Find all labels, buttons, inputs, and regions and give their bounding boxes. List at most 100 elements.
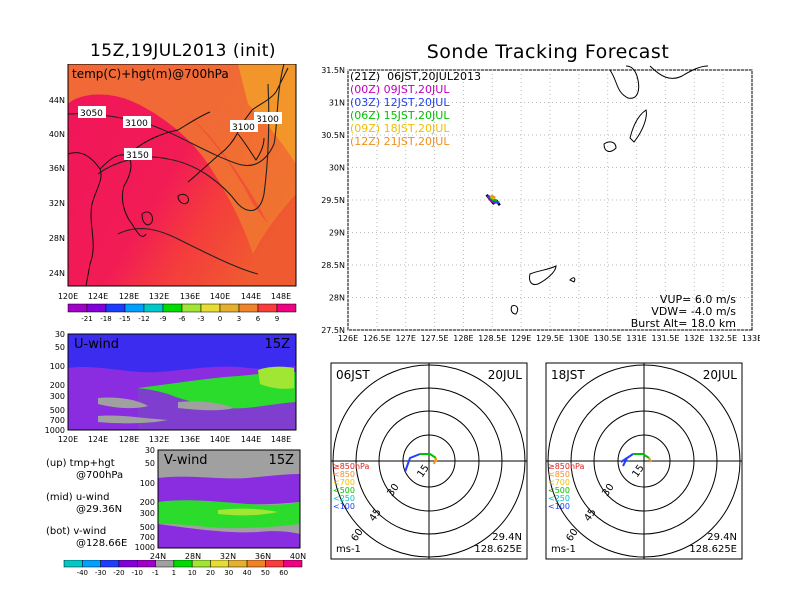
p-tick: 500 (140, 523, 155, 532)
colorbar-swatch (191, 560, 211, 568)
lat-tick: 32N (49, 199, 65, 208)
colorbar-label: 50 (261, 569, 270, 577)
red-band (178, 104, 268, 224)
note-bot: (bot) v-wind @128.66E (46, 526, 128, 549)
legend-entry: (12Z) 21JST,20JUL (350, 135, 450, 148)
polar-lon: 128.625E (689, 544, 737, 555)
lon-tick: 132E (149, 292, 169, 301)
colorbar-swatch (246, 560, 266, 568)
colorbar-swatch (100, 560, 120, 568)
lon-tick: 136E (180, 292, 200, 301)
lon-tick: 132.5E (709, 334, 737, 343)
lat-tick: 24N (150, 552, 166, 561)
lon-tick: 148E (271, 435, 291, 444)
note-mid: (mid) u-wind @29.36N (46, 492, 123, 515)
lon-tick: 140E (210, 292, 230, 301)
pressure-legend: <700 (333, 478, 355, 487)
p-tick: 1000 (135, 543, 155, 552)
lon-tick: 140E (210, 435, 230, 444)
polar-time: 06JST (336, 368, 370, 382)
legend-entry: (03Z) 12JST,20JUL (350, 96, 450, 109)
title-left: 15Z,19JUL2013 (init) (89, 41, 277, 61)
lat-tick: 28.5N (321, 261, 345, 270)
lat-tick: 29N (329, 229, 345, 238)
warm-orange-region (68, 64, 296, 254)
colorbar-label: 6 (256, 315, 261, 323)
lon-tick: 130E (569, 334, 589, 343)
colorbar-label: -6 (179, 315, 187, 323)
colorbar-label: -9 (160, 315, 167, 323)
colorbar-swatch (136, 560, 156, 568)
lon-tick: 128.5E (478, 334, 506, 343)
pressure-legend: <100 (548, 502, 570, 511)
lon-tick: 148E (271, 292, 291, 301)
contour-label: 3100 (125, 119, 148, 129)
colorbar-swatch (82, 560, 101, 568)
colorbar-label: -20 (113, 569, 124, 577)
lon-tick: 131E (626, 334, 646, 343)
colorbar-swatch (143, 303, 164, 313)
title-right: Sonde Tracking Forecast (426, 41, 670, 63)
coastline (67, 67, 289, 287)
pressure-legend: <700 (548, 478, 570, 487)
p-tick: 200 (140, 498, 155, 507)
lon-tick: 124E (88, 435, 108, 444)
p-tick: 30 (145, 446, 155, 455)
lat-tick: 30.5N (321, 131, 345, 140)
contour-label: 3050 (80, 109, 103, 119)
pressure-legend: <850 (548, 470, 570, 479)
v-wind-time: 15Z (269, 453, 295, 468)
p-tick: 500 (50, 406, 65, 415)
u-wind-time: 15Z (265, 337, 291, 352)
lat-tick: 28N (185, 552, 201, 561)
polar-lat: 29.4N (707, 532, 737, 543)
polar-date: 20JUL (703, 368, 738, 382)
p-tick: 700 (140, 533, 155, 542)
pressure-legend: <850 (333, 470, 355, 479)
lat-tick: 29.5N (321, 196, 345, 205)
lon-tick: 127.5E (421, 334, 449, 343)
lat-tick: 36N (255, 552, 271, 561)
wind-colorbar: -40 -30 -20 -10 -1 1 10 20 30 40 50 60 (63, 560, 303, 577)
colorbar-swatch (219, 303, 240, 313)
legend-entry: (06Z) 15JST,20JUL (350, 109, 450, 122)
temp-height-map: 3050 3100 3100 3100 3150 temp(C)+hgt(m)@… (49, 64, 297, 323)
p-tick: 50 (145, 459, 155, 468)
u-wind-section: U-wind 15Z 30 50 100 200 300 500 700 100… (45, 330, 297, 444)
colorbar-label: 30 (224, 569, 233, 577)
legend-entry: (00Z) 09JST,20JUL (350, 83, 450, 96)
lon-tick: 128E (119, 435, 139, 444)
polar-time: 18JST (551, 368, 585, 382)
colorbar-label: -10 (132, 569, 143, 577)
polar-unit: ms-1 (551, 544, 576, 555)
contour-label: 3100 (232, 123, 255, 133)
lon-tick: 128E (453, 334, 473, 343)
colorbar-label: -18 (100, 315, 111, 323)
colorbar-label: 9 (275, 315, 279, 323)
temperature-colorbar: -21 -18 -15 -12 -9 -6 -3 0 3 6 9 (67, 303, 297, 323)
contour-labels: 3050 3100 3100 3100 3150 (78, 106, 282, 161)
colorbar-label: -15 (119, 315, 130, 323)
lon-tick: 132E (149, 435, 169, 444)
polar-lat: 29.4N (492, 532, 522, 543)
track-line (490, 194, 496, 200)
colorbar-label: 10 (188, 569, 197, 577)
lat-tick: 44N (49, 96, 65, 105)
map-variable-label: temp(C)+hgt(m)@700hPa (72, 67, 229, 81)
p-tick: 30 (55, 330, 65, 339)
colorbar-swatch (155, 560, 175, 568)
polar-rings (546, 363, 742, 559)
polar-plot-18jst: 18JST 20JUL 15 30 45 60 ≥850hPa <850 <70… (545, 362, 743, 560)
colorbar-label: 40 (243, 569, 252, 577)
pressure-legend: ≥850hPa (548, 462, 585, 471)
lat-tick: 36N (49, 164, 65, 173)
colorbar-swatch (228, 560, 248, 568)
colorbar-label: 20 (206, 569, 215, 577)
lon-tick: 120E (58, 292, 78, 301)
colorbar-swatch (283, 560, 303, 568)
v-wind-label: V-wind (164, 453, 208, 468)
legend-entry: (21Z) 06JST,20JUL2013 (350, 70, 481, 83)
lon-tick: 126E (338, 334, 358, 343)
lon-tick: 132E (684, 334, 704, 343)
colorbar-swatch (238, 303, 259, 313)
